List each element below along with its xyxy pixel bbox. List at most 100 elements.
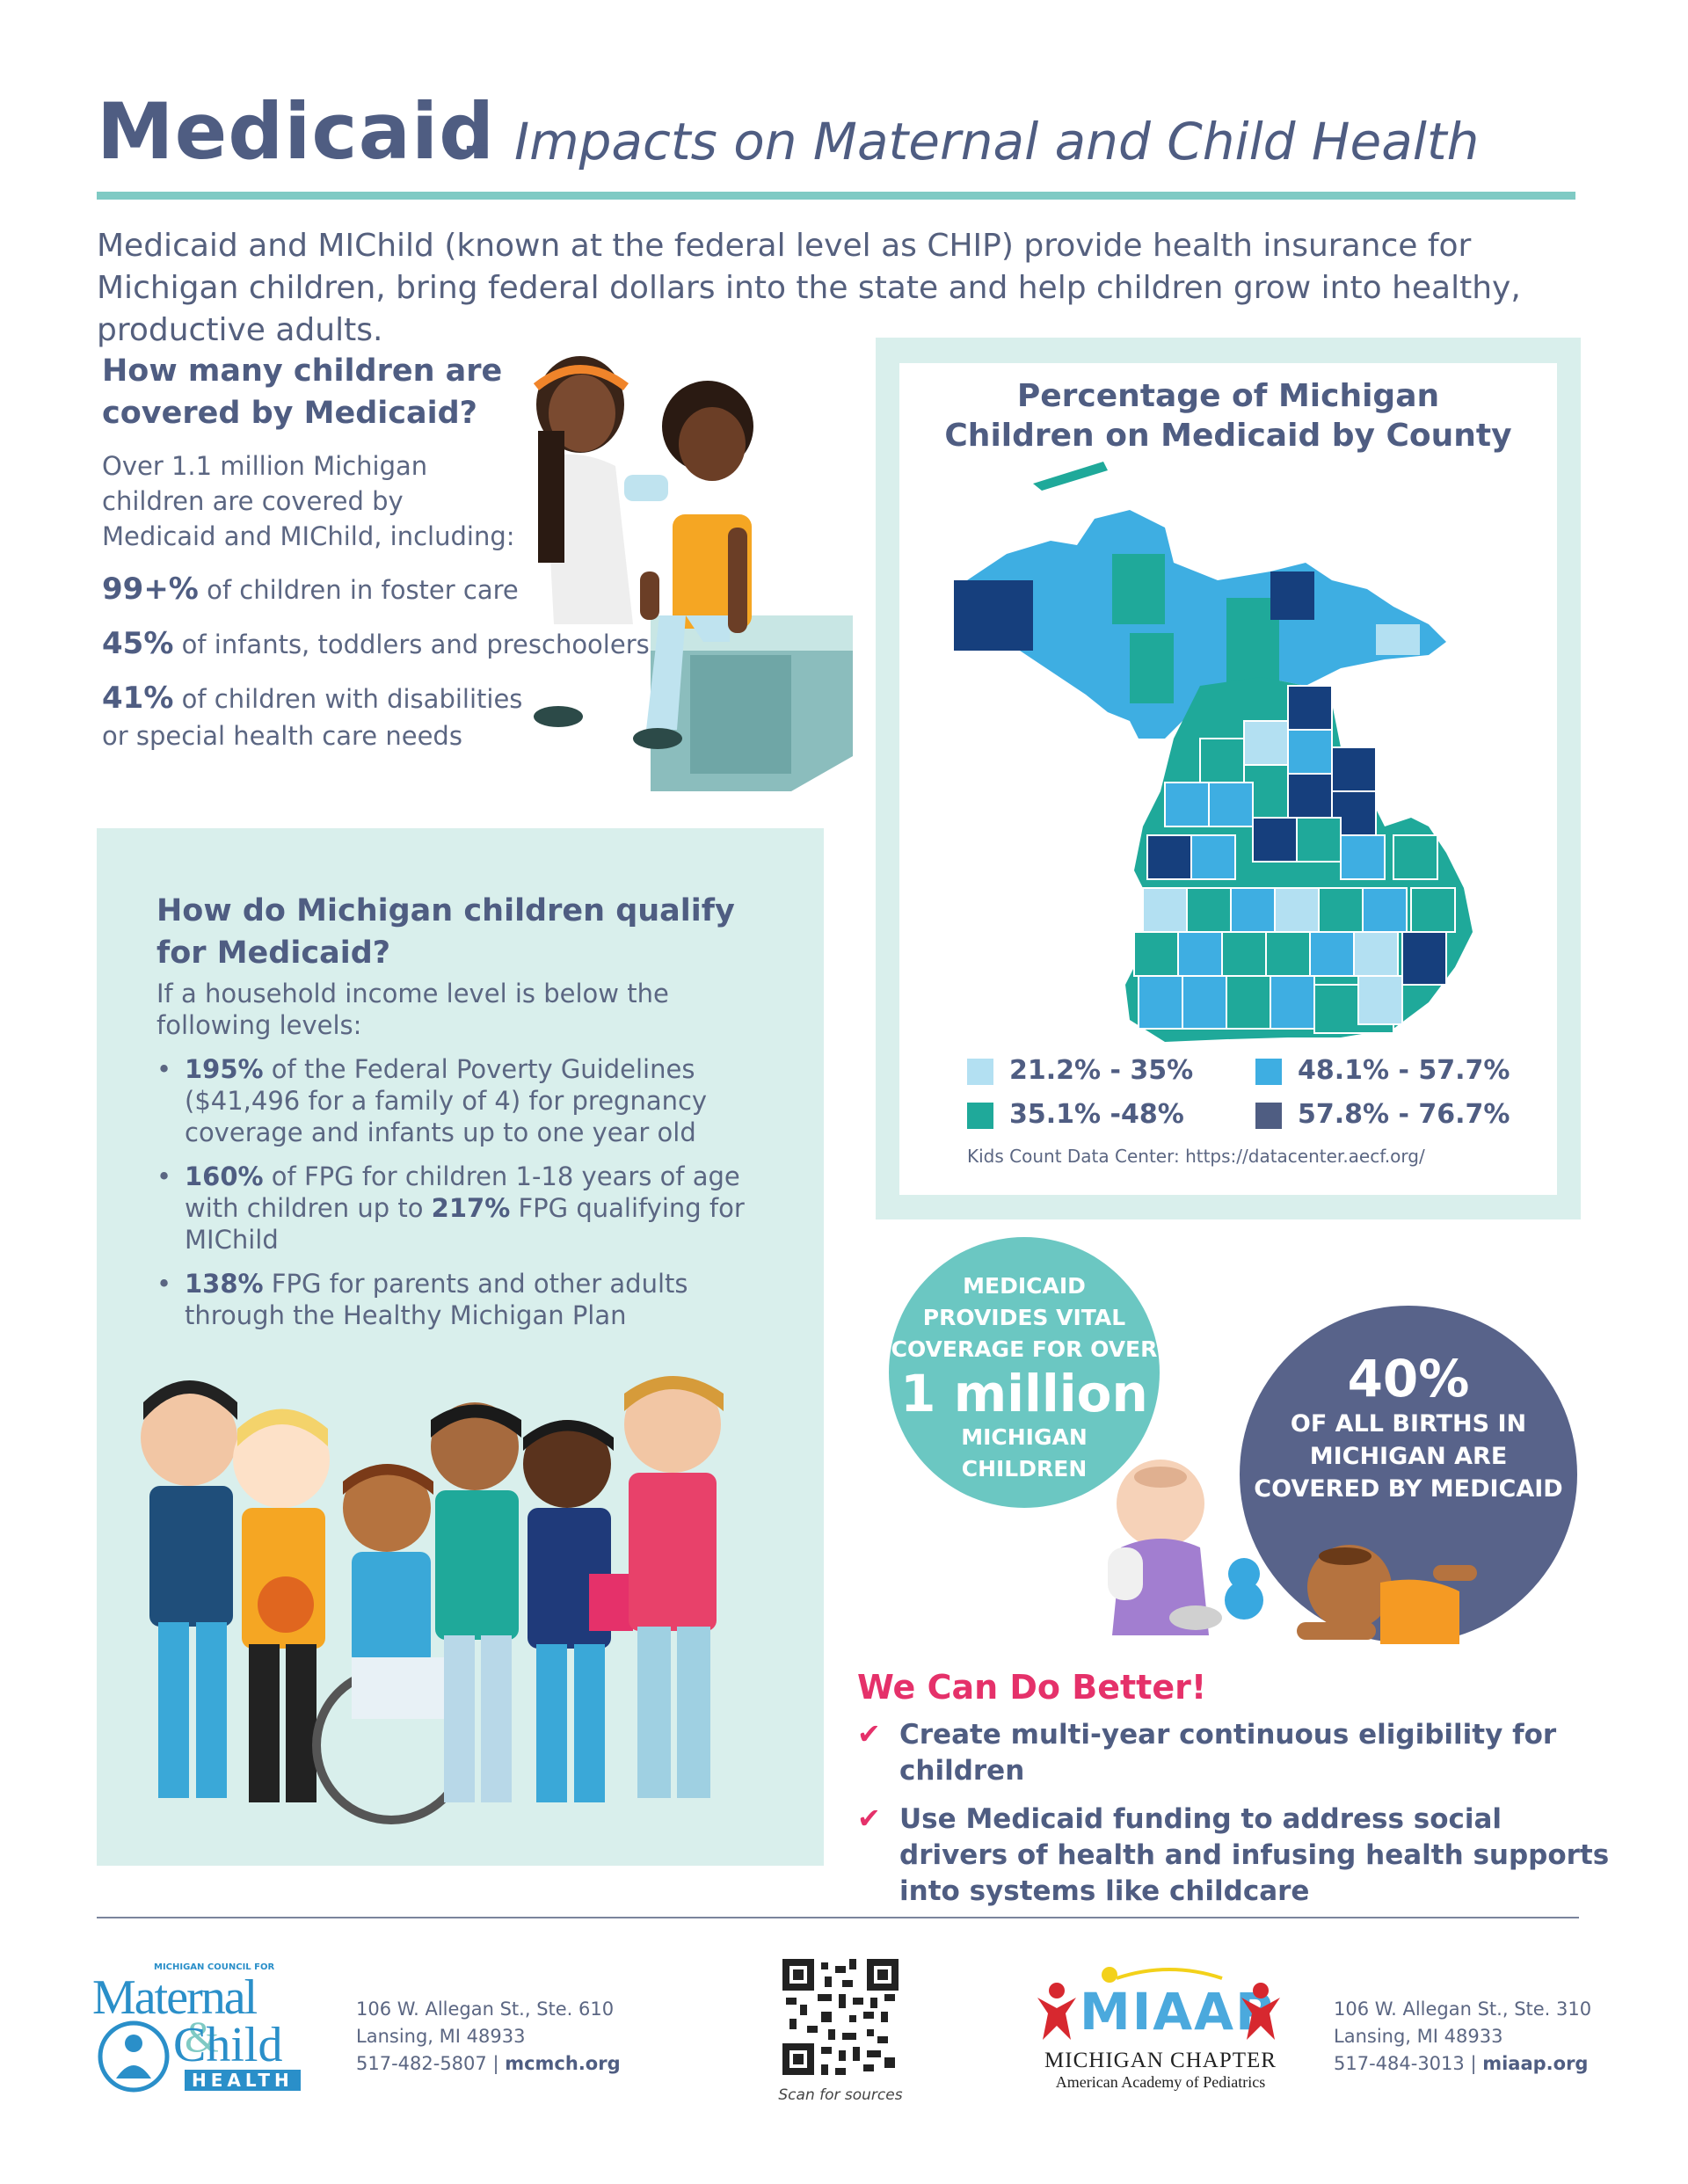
org-name: MICHIGAN CHAPTER xyxy=(1044,2049,1277,2072)
qualify-intro: If a household income level is below the… xyxy=(156,979,669,1040)
sun-arc-icon xyxy=(1102,1967,1223,1983)
list-item-text: FPG for parents and other adults through… xyxy=(185,1269,688,1330)
better-item-text: Create multi-year continuous eligibility… xyxy=(899,1719,1557,1787)
child-figure-icon xyxy=(1037,1983,1076,2040)
address-line: 106 W. Allegan St., Ste. 610 xyxy=(356,1998,615,2020)
phone: 517-482-5807 xyxy=(356,2053,487,2074)
doctor-child-illustration xyxy=(533,356,853,791)
list-item-bold: 195% xyxy=(185,1054,264,1084)
better-item-text: Use Medicaid funding to address social d… xyxy=(899,1803,1610,1907)
stat-infants: 45% of infants, toddlers and preschooler… xyxy=(102,626,665,663)
callout-line: PROVIDES VITAL xyxy=(922,1305,1126,1330)
callout-line: COVERED BY MEDICAID xyxy=(1254,1475,1563,1503)
list-item-bold: 217% xyxy=(431,1193,511,1223)
stat-foster-care: 99+% of children in foster care xyxy=(102,571,612,608)
qualify-heading-line2: for Medicaid? xyxy=(156,935,391,971)
callout-line: MEDICAID xyxy=(963,1273,1086,1299)
footer-divider xyxy=(97,1917,1579,1918)
stat-value: 45% xyxy=(102,626,174,661)
list-item-text: of FPG for children 1-18 years of age wi… xyxy=(185,1161,740,1223)
qr-code[interactable] xyxy=(782,1959,899,2075)
miaap-name: MICHIGAN CHAPTER American Academy of Ped… xyxy=(1020,2049,1301,2092)
logo-word: MIAAP xyxy=(1080,1982,1275,2042)
separator: | xyxy=(492,2053,499,2074)
better-list: ✔ Create multi-year continuous eligibili… xyxy=(857,1717,1613,1910)
list-item: ✔ Use Medicaid funding to address social… xyxy=(857,1802,1613,1910)
map-legend: 21.2% - 35% 48.1% - 57.7% 35.1% -48% 57.… xyxy=(967,1055,1530,1134)
callout-big-number: 40% xyxy=(1347,1349,1470,1409)
legend-swatch xyxy=(967,1059,993,1085)
qr-caption: Scan for sources xyxy=(778,2086,903,2104)
legend-label: 57.8% - 76.7% xyxy=(1298,1099,1510,1130)
stat-value: 41% xyxy=(102,681,174,716)
stat-value: 99+% xyxy=(102,571,199,607)
list-item: 160% of FPG for children 1-18 years of a… xyxy=(156,1161,754,1256)
stat-disabilities: 41% of children with disabilities or spe… xyxy=(102,681,524,754)
map-title-line1: Percentage of Michigan xyxy=(1016,378,1440,414)
list-item-bold: 138% xyxy=(185,1269,264,1299)
child-figure-icon xyxy=(1241,1983,1280,2040)
map-title-line2: Children on Medicaid by County xyxy=(944,418,1512,454)
logo-word: HEALTH xyxy=(185,2070,301,2091)
stat-text: of children in foster care xyxy=(198,575,519,605)
list-item: 138% FPG for parents and other adults th… xyxy=(156,1268,754,1331)
callout-big-number: 1 million xyxy=(900,1364,1148,1423)
stat-text: of infants, toddlers and preschoolers xyxy=(173,630,650,659)
legend-swatch xyxy=(1255,1103,1282,1129)
address-line: Lansing, MI 48933 xyxy=(356,2026,526,2047)
legend-label: 35.1% -48% xyxy=(1009,1099,1184,1130)
callout-line: CHILDREN xyxy=(961,1456,1088,1481)
checkmark-icon: ✔ xyxy=(857,1802,881,1835)
list-item-bold: 160% xyxy=(185,1161,264,1191)
phone: 517-484-3013 xyxy=(1334,2053,1465,2074)
coverage-heading-line1: How many children are xyxy=(102,353,503,389)
list-item-text: FPG qualifying for MIChild xyxy=(185,1193,745,1255)
title-dash: – xyxy=(464,114,490,174)
michigan-county-map xyxy=(954,462,1473,1042)
callout-line: MICHIGAN ARE xyxy=(1309,1443,1508,1470)
callout-line: COVERAGE FOR OVER xyxy=(891,1336,1158,1362)
mother-child-icon xyxy=(98,2020,170,2093)
qualify-list: 195% of the Federal Poverty Guidelines (… xyxy=(156,1053,754,1331)
mcmch-address: 106 W. Allegan St., Ste. 610 Lansing, MI… xyxy=(356,1996,637,2078)
mcmch-logo: MICHIGAN COUNCIL FOR Maternal & Child HE… xyxy=(92,1962,303,2094)
logo-amp: & xyxy=(185,2012,219,2061)
miaap-logo: MIAAP xyxy=(1037,1962,1284,2042)
checkmark-icon: ✔ xyxy=(857,1717,881,1751)
org-subname: American Academy of Pediatrics xyxy=(1055,2073,1266,2091)
qualify-heading-line1: How do Michigan children qualify xyxy=(156,893,735,928)
logo-word: Maternal xyxy=(92,1970,258,2025)
legend-swatch xyxy=(1255,1059,1282,1085)
coverage-body: Over 1.1 million Michigan children are c… xyxy=(102,451,515,551)
website-link[interactable]: mcmch.org xyxy=(505,2053,621,2074)
address-line: 106 W. Allegan St., Ste. 310 xyxy=(1334,1998,1592,2020)
map-source: Kids Count Data Center: https://datacent… xyxy=(967,1146,1425,1167)
website-link[interactable]: miaap.org xyxy=(1482,2053,1589,2074)
qualify-section: How do Michigan children qualify for Med… xyxy=(156,890,754,1343)
logo-tagline: MICHIGAN COUNCIL FOR xyxy=(154,1962,275,1972)
separator: | xyxy=(1470,2053,1477,2074)
intro-paragraph: Medicaid and MIChild (known at the feder… xyxy=(97,228,1521,348)
map-title: Percentage of Michigan Children on Medic… xyxy=(899,376,1557,455)
page-title: Medicaid xyxy=(97,86,496,177)
better-heading: We Can Do Better! xyxy=(857,1668,1207,1707)
miaap-address: 106 W. Allegan St., Ste. 310 Lansing, MI… xyxy=(1334,1996,1615,2078)
babies-illustration xyxy=(1108,1460,1477,1644)
million-callout: MEDICAID PROVIDES VITAL COVERAGE FOR OVE… xyxy=(889,1237,1160,1508)
stat-text: of children with disabilities or special… xyxy=(102,684,523,751)
children-group-illustration xyxy=(141,1376,724,1824)
list-item-text: of the Federal Poverty Guidelines ($41,4… xyxy=(185,1054,708,1147)
contact-line: 517-484-3013 | miaap.org xyxy=(1334,2050,1615,2078)
list-item: ✔ Create multi-year continuous eligibili… xyxy=(857,1717,1613,1789)
coverage-section: How many children are covered by Medicai… xyxy=(102,350,650,754)
logo-word: Child xyxy=(173,2018,283,2072)
contact-line: 517-482-5807 | mcmch.org xyxy=(356,2050,637,2078)
page-subtitle: Impacts on Maternal and Child Health xyxy=(514,112,1480,171)
title-divider xyxy=(97,192,1575,200)
callout-line: MICHIGAN xyxy=(961,1424,1088,1450)
legend-swatch xyxy=(967,1103,993,1129)
address-line: Lansing, MI 48933 xyxy=(1334,2026,1503,2047)
coverage-heading-line2: covered by Medicaid? xyxy=(102,396,477,431)
legend-label: 48.1% - 57.7% xyxy=(1298,1055,1510,1086)
callout-line: OF ALL BIRTHS IN xyxy=(1290,1410,1527,1438)
